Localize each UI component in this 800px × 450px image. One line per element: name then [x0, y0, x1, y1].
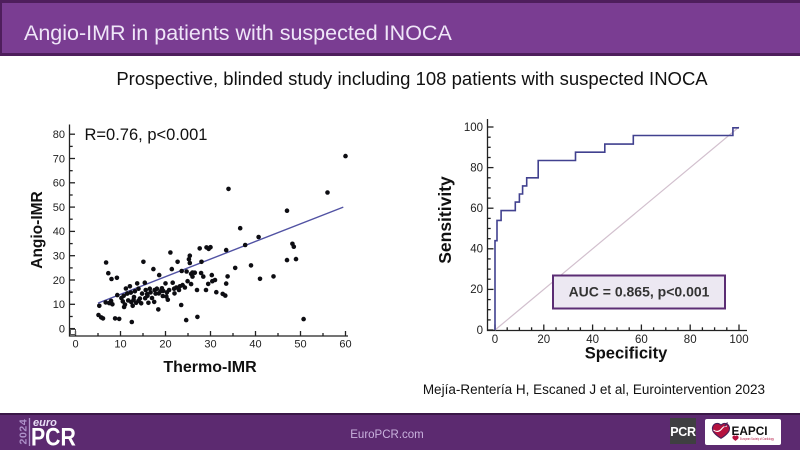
- svg-text:30: 30: [204, 339, 216, 351]
- svg-text:60: 60: [470, 203, 483, 215]
- svg-text:40: 40: [249, 339, 261, 351]
- svg-text:20: 20: [53, 275, 65, 287]
- svg-text:80: 80: [53, 129, 65, 141]
- svg-text:40: 40: [586, 334, 599, 346]
- svg-text:20: 20: [470, 284, 483, 296]
- svg-text:0: 0: [477, 325, 483, 337]
- svg-text:R=0.76, p<0.001: R=0.76, p<0.001: [85, 126, 208, 144]
- svg-text:100: 100: [464, 122, 483, 134]
- svg-text:10: 10: [53, 299, 65, 311]
- svg-text:70: 70: [53, 153, 65, 165]
- svg-text:Angio-IMR: Angio-IMR: [29, 191, 46, 268]
- svg-text:0: 0: [59, 323, 65, 335]
- svg-text:EAPCI: EAPCI: [732, 424, 768, 438]
- svg-text:80: 80: [470, 162, 483, 174]
- svg-text:40: 40: [470, 244, 483, 256]
- svg-text:0: 0: [72, 339, 78, 351]
- svg-text:60: 60: [339, 339, 351, 351]
- svg-text:0: 0: [492, 334, 498, 346]
- svg-text:80: 80: [684, 334, 697, 346]
- svg-text:PCR: PCR: [670, 425, 696, 439]
- svg-text:European Society of Cardiology: European Society of Cardiology: [740, 437, 774, 441]
- svg-text:AUC = 0.865, p<0.001: AUC = 0.865, p<0.001: [569, 284, 710, 300]
- svg-text:10: 10: [114, 339, 126, 351]
- svg-text:60: 60: [53, 178, 65, 190]
- svg-text:Specificity: Specificity: [585, 345, 668, 363]
- svg-text:50: 50: [294, 339, 306, 351]
- svg-text:EuroPCR.com: EuroPCR.com: [350, 429, 424, 441]
- svg-text:60: 60: [635, 334, 648, 346]
- svg-text:50: 50: [53, 202, 65, 214]
- svg-text:euro: euro: [33, 417, 57, 429]
- svg-text:30: 30: [53, 251, 65, 263]
- svg-text:2024: 2024: [18, 419, 30, 445]
- svg-text:Thermo-IMR: Thermo-IMR: [163, 359, 257, 376]
- svg-text:20: 20: [159, 339, 171, 351]
- svg-text:Sensitivity: Sensitivity: [435, 176, 455, 264]
- svg-text:20: 20: [537, 334, 550, 346]
- svg-text:40: 40: [53, 226, 65, 238]
- svg-text:100: 100: [729, 334, 748, 346]
- svg-text:PCR: PCR: [31, 423, 76, 450]
